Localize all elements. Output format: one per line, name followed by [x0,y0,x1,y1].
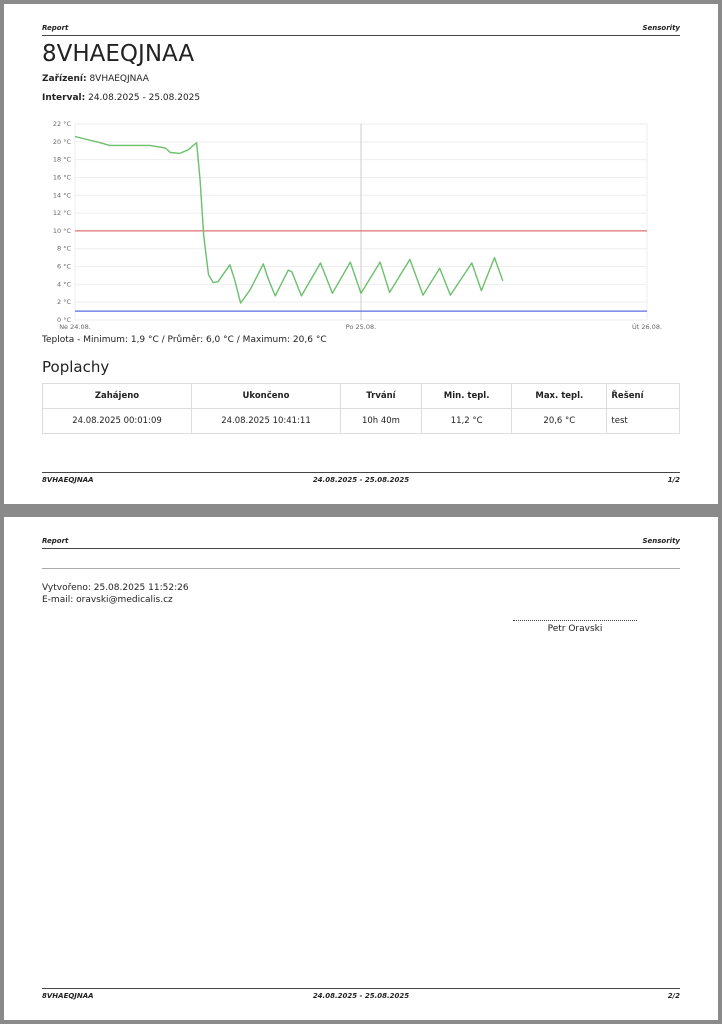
page-2: Report Sensority Vytvořeno: 25.08.2025 1… [4,517,718,1020]
table-header: Zahájeno Ukončeno Trvání Min. tepl. Max. tep… [42,383,680,409]
table-cell: 24.08.2025 00:01:09 [42,408,192,434]
table-header-cell: Zahájeno [42,383,192,409]
table-cell: test [606,408,680,434]
signature: Petr Oravski [513,620,637,634]
section-title: Poplachy [42,358,110,376]
value: 24.08.2025 - 25.08.2025 [88,93,201,103]
y-tick-label: 22 °C [53,120,72,128]
y-tick-label: 12 °C [53,209,72,217]
y-tick-label: 6 °C [57,263,71,271]
divider [42,568,680,569]
temperature-line [74,135,504,304]
alarm-table: Zahájeno Ukončeno Trvání Min. tepl. Max. tep… [42,383,680,434]
y-tick-label: 16 °C [53,173,72,181]
y-tick-label: 2 °C [57,298,71,306]
table-header-cell: Trvání [339,383,422,409]
footer-center: 24.08.2025 - 25.08.2025 [312,992,410,1000]
footer-left: 8VHAEQJNAA [42,992,94,1000]
footer: 8VHAEQJNAA 24.08.2025 - 25.08.2025 2/2 [42,988,680,1001]
header-left: Report [42,24,69,32]
chart: 0 °C 2 °C 4 °C 6 °C 8 °C 10 °C 12 °C 14 °C 16 °C… [53,120,662,331]
footer-left: 8VHAEQJNAA [42,476,94,484]
header-right: Sensority [642,537,680,545]
value: 8VHAEQJNAA [89,74,149,84]
x-tick-label: Po 25.08. [346,323,376,331]
label: Zařízení: [42,74,87,84]
x-tick-label: Út 26.08. [632,322,662,331]
table-header-cell: Řešení [606,383,680,409]
table-header-cell: Min. tepl. [420,383,513,409]
table-cell: 10h 40m [339,408,422,434]
header: Report Sensority [42,537,680,549]
x-tick-label: Ne 24.08. [59,323,91,331]
footer-right: 1/2 [667,476,680,484]
created: Vytvořeno: 25.08.2025 11:52:26 [42,583,189,593]
label: Interval: [42,93,86,103]
footer: 8VHAEQJNAA 24.08.2025 - 25.08.2025 1/2 [42,472,680,485]
email: E-mail: oravski@medicalis.cz [42,595,173,605]
table-row: 24.08.2025 00:01:09 24.08.2025 10:41:11 10… [42,408,680,434]
table-cell: 24.08.2025 10:41:11 [190,408,341,434]
table-header-cell: Ukončeno [190,383,341,409]
y-tick-label: 18 °C [53,156,72,164]
device: Zařízení: 8VHAEQJNAA [42,74,149,84]
footer-center: 24.08.2025 - 25.08.2025 [312,476,410,484]
y-tick-label: 14 °C [53,191,72,199]
y-tick-label: 10 °C [53,227,72,235]
footer-right: 2/2 [667,992,680,1000]
table-cell: 11,2 °C [420,408,513,434]
y-tick-label: 4 °C [57,280,71,288]
interval: Interval: 24.08.2025 - 25.08.2025 [42,93,200,103]
table-header-cell: Max. tepl. [511,383,608,409]
page-1: Report Sensority 8VHAEQJNAA Zařízení: 8V… [4,4,718,504]
chart-caption: Teplota - Minimum: 1,9 °C / Průměr: 6,0 … [42,335,327,345]
y-tick-label: 8 °C [57,245,71,253]
title: 8VHAEQJNAA [42,41,195,67]
y-tick-label: 20 °C [53,138,72,146]
header-left: Report [42,537,69,545]
header: Report Sensority [42,24,680,36]
table-cell: 20,6 °C [511,408,608,434]
y-tick-label: 0 °C [57,316,71,324]
header-right: Sensority [642,24,680,32]
